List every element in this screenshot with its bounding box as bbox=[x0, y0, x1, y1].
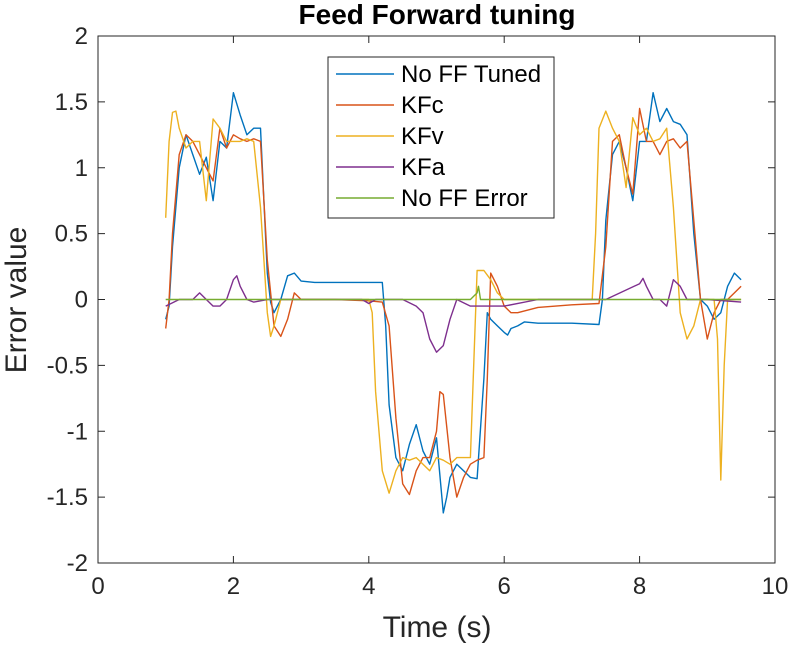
legend: No FF Tuned KFc KFv KFa No FF Error bbox=[327, 56, 555, 219]
series-line-2 bbox=[165, 110, 742, 494]
series-line-1 bbox=[165, 107, 742, 498]
y-tick-label: -1.5 bbox=[47, 484, 88, 511]
legend-box bbox=[327, 56, 555, 219]
legend-label-2: KFv bbox=[401, 123, 444, 150]
x-tick-label: 8 bbox=[633, 573, 646, 600]
x-tick-label: 6 bbox=[498, 573, 511, 600]
series-layer bbox=[165, 91, 742, 514]
legend-label-0: No FF Tuned bbox=[401, 61, 541, 88]
chart-title: Feed Forward tuning bbox=[299, 0, 576, 30]
y-tick-label: 1.5 bbox=[55, 89, 88, 116]
x-axis-label: Time (s) bbox=[383, 611, 492, 644]
y-tick-label: -2 bbox=[67, 550, 88, 577]
y-axis-label: Error value bbox=[0, 227, 33, 374]
y-tick-label: -1 bbox=[67, 418, 88, 445]
y-tick-label: 2 bbox=[75, 23, 88, 50]
x-tick-label: 0 bbox=[91, 573, 104, 600]
legend-label-3: KFa bbox=[401, 154, 446, 181]
y-tick-label: -0.5 bbox=[47, 352, 88, 379]
y-tick-label: 0.5 bbox=[55, 221, 88, 248]
x-tick-label: 2 bbox=[227, 573, 240, 600]
series-line-4 bbox=[165, 285, 742, 301]
legend-label-1: KFc bbox=[401, 92, 444, 119]
legend-label-4: No FF Error bbox=[401, 185, 528, 212]
x-tick-label: 10 bbox=[762, 573, 789, 600]
tick-layer: 0 2 4 6 8 10 -2 -1.5 -1 -0.5 0 0.5 1 1.5 2 bbox=[47, 23, 789, 600]
series-line-0 bbox=[165, 91, 742, 514]
y-tick-label: 1 bbox=[75, 155, 88, 182]
x-tick-label: 4 bbox=[362, 573, 375, 600]
y-tick-label: 0 bbox=[75, 287, 88, 314]
